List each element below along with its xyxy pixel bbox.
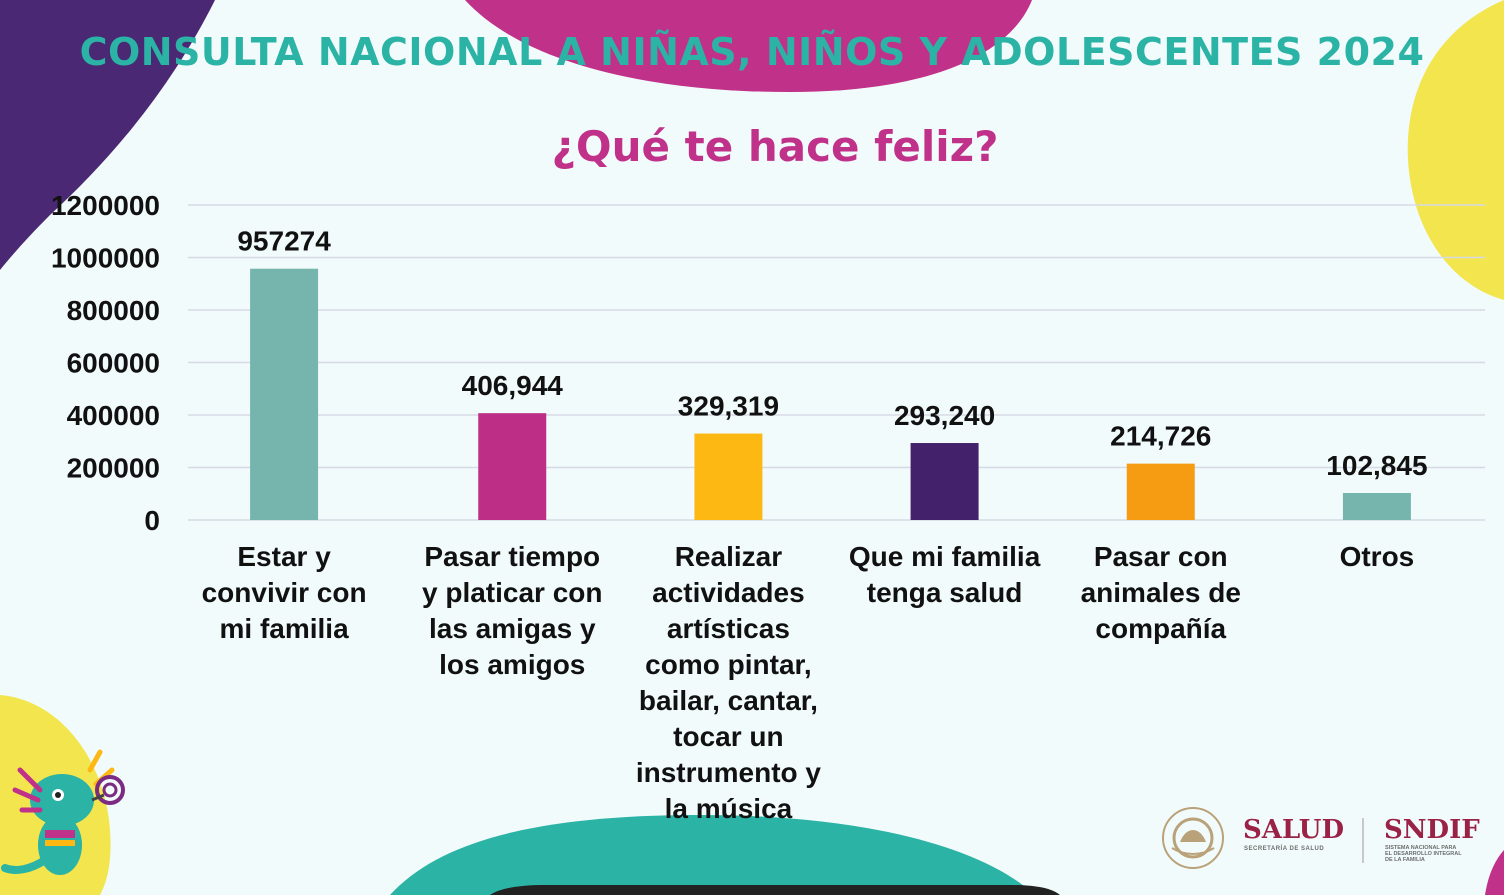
category-label: Estar y convivir con mi familia: [202, 541, 367, 644]
bar: [478, 413, 547, 520]
y-tick-label: 1200000: [51, 190, 160, 221]
sndif-subtitle-line-3: DE LA FAMILIA: [1385, 857, 1425, 863]
category-label: Pasar con animales de compañía: [1081, 541, 1241, 644]
sndif-logo-subtitle: SISTEMA NACIONAL PARA EL DESARROLLO INTE…: [1385, 845, 1495, 863]
y-tick-label: 400000: [67, 400, 160, 431]
bar: [694, 433, 763, 520]
y-tick-label: 1000000: [51, 243, 160, 274]
mexico-seal-icon: [1162, 807, 1224, 869]
bar: [910, 443, 979, 520]
category-label: Realizar actividades artísticas como pintar…: [636, 541, 822, 824]
category-label: Otros: [1340, 541, 1415, 572]
magenta-corner-shape: [1485, 850, 1504, 895]
bar: [250, 268, 319, 520]
data-label: 214,726: [1110, 421, 1211, 452]
sndif-logo: SNDIF: [1384, 815, 1480, 845]
data-label: 293,240: [894, 400, 995, 431]
y-tick-label: 0: [144, 505, 160, 536]
data-label: 329,319: [678, 391, 779, 422]
main-title: CONSULTA NACIONAL A NIÑAS, NIÑOS Y ADOLE…: [79, 30, 1425, 74]
data-label: 406,944: [462, 370, 564, 401]
bar: [1126, 463, 1195, 520]
category-label: Que mi familia tenga salud: [849, 541, 1041, 608]
category-label: Pasar tiempo y platicar con las amigas y lo…: [422, 541, 603, 680]
salud-logo-subtitle: SECRETARÍA DE SALUD: [1244, 846, 1325, 852]
y-tick-label: 200000: [67, 453, 160, 484]
sndif-subtitle-line-1: SISTEMA NACIONAL PARA: [1385, 845, 1457, 851]
data-label: 102,845: [1326, 450, 1427, 481]
magenta-top-blob: [465, 0, 1032, 92]
sndif-subtitle-line-2: EL DESARROLLO INTEGRAL: [1385, 851, 1462, 857]
bar: [1342, 493, 1411, 520]
teal-bottom-blob: [390, 815, 1035, 895]
y-tick-label: 800000: [67, 295, 160, 326]
logo-divider: [1362, 818, 1364, 863]
axolotl-mascot-icon: [1, 749, 125, 875]
purple-corner-shape: [0, 0, 215, 270]
y-tick-label: 600000: [67, 348, 160, 379]
salud-logo: SALUD: [1243, 815, 1345, 845]
chart-title: ¿Qué te hace feliz?: [551, 122, 999, 171]
yellow-right-blob: [1407, 0, 1504, 300]
data-label: 957274: [237, 226, 331, 257]
dark-bottom-bar: [490, 885, 1060, 895]
